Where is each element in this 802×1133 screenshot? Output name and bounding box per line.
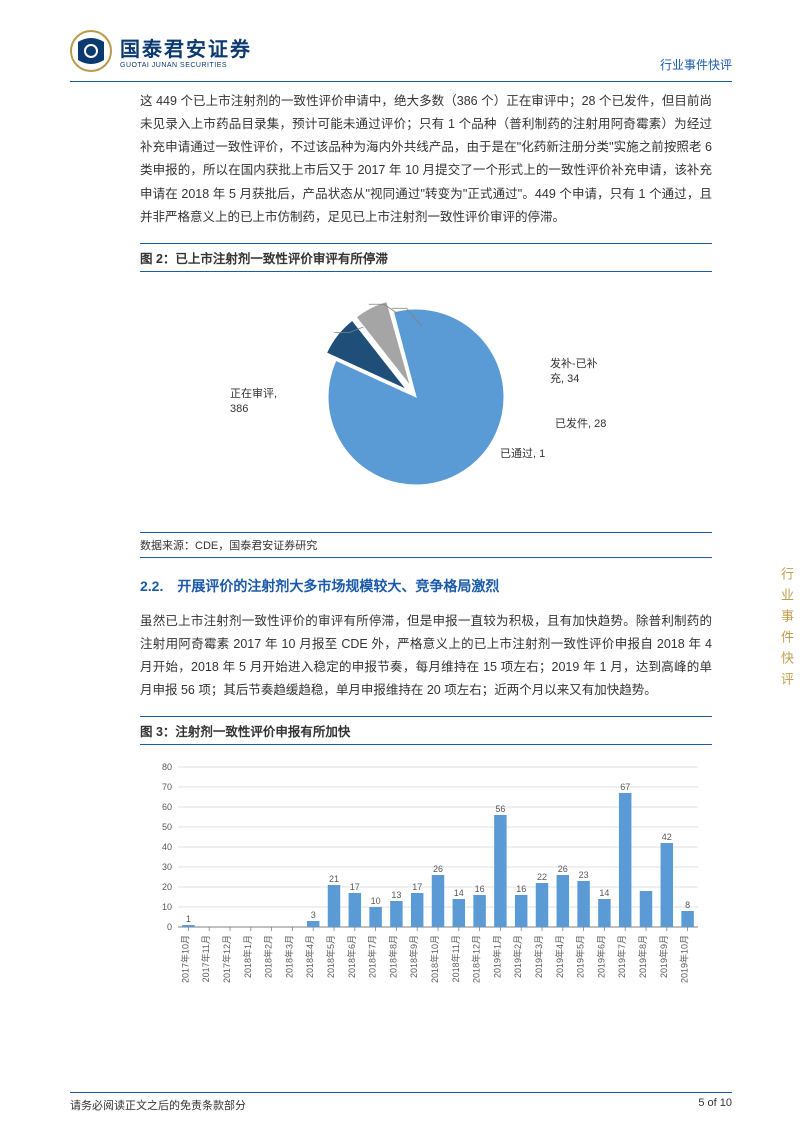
figure2-source: 数据来源：CDE，国泰君安证券研究 [140,532,712,558]
svg-text:2018年2月: 2018年2月 [263,935,274,978]
svg-text:2018年10月: 2018年10月 [429,935,440,983]
pie-slice-label: 正在审评, 386 [230,387,277,418]
footer-disclaimer: 请务必阅读正文之后的免责条款部分 [70,1097,246,1113]
svg-text:2019年2月: 2019年2月 [512,935,523,978]
svg-text:2019年8月: 2019年8月 [637,935,648,978]
svg-text:2017年10月: 2017年10月 [179,935,190,983]
svg-text:2019年10月: 2019年10月 [679,935,690,983]
svg-text:56: 56 [495,804,505,814]
svg-text:10: 10 [371,896,381,906]
svg-text:2019年9月: 2019年9月 [658,935,669,978]
svg-text:2018年3月: 2018年3月 [283,935,294,978]
logo-block: 国泰君安证券 GUOTAI JUNAN SECURITIES [70,30,252,72]
header-category: 行业事件快评 [660,56,732,73]
svg-text:14: 14 [599,888,609,898]
section-2-2-heading: 2.2. 开展评价的注射剂大多市场规模较大、竞争格局激烈 [140,576,712,596]
svg-text:2017年11月: 2017年11月 [200,935,211,982]
svg-text:2018年9月: 2018年9月 [408,935,419,978]
svg-text:2019年1月: 2019年1月 [491,935,502,978]
svg-text:14: 14 [454,888,464,898]
svg-text:2019年7月: 2019年7月 [616,935,627,978]
figure3-title: 图 3：注射剂一致性评价申报有所加快 [140,716,712,745]
footer-page-number: 5 of 10 [698,1097,732,1113]
svg-text:2019年4月: 2019年4月 [554,935,565,978]
svg-text:67: 67 [620,782,630,792]
svg-text:21: 21 [329,874,339,884]
svg-text:17: 17 [412,882,422,892]
pie-chart-area: 正在审评, 386 发补-已补 充, 34 已发件, 28 已通过, 1 [140,292,712,522]
svg-text:2019年6月: 2019年6月 [595,935,606,978]
svg-text:2018年1月: 2018年1月 [242,935,253,978]
svg-text:2018年5月: 2018年5月 [325,935,336,978]
svg-text:17: 17 [350,882,360,892]
bar-chart: 0 10 20 30 40 50 60 70 80 1 2017年10月 2017年11月 2017年1… [140,759,715,1014]
side-label: 行业事件快评 [777,567,796,693]
page-footer: 请务必阅读正文之后的免责条款部分 5 of 10 [70,1092,732,1113]
logo-mark [70,30,112,72]
svg-text:2018年4月: 2018年4月 [304,935,315,978]
svg-text:8: 8 [685,900,690,910]
svg-text:80: 80 [162,762,172,772]
bar-chart-area: 0 10 20 30 40 50 60 70 80 1 2017年10月 2017年11月 2017年1… [140,759,712,1014]
logo-en: GUOTAI JUNAN SECURITIES [120,62,252,69]
svg-text:2018年7月: 2018年7月 [367,935,378,978]
svg-text:50: 50 [162,822,172,832]
svg-text:22: 22 [537,872,547,882]
svg-text:60: 60 [162,802,172,812]
svg-text:16: 16 [516,884,526,894]
svg-text:30: 30 [162,862,172,872]
svg-text:40: 40 [162,842,172,852]
svg-text:13: 13 [391,890,401,900]
logo-text: 国泰君安证券 GUOTAI JUNAN SECURITIES [120,33,252,69]
paragraph-1: 这 449 个已上市注射剂的一致性评价申请中，绝大多数（386 个）正在审评中；… [140,90,712,229]
svg-text:3: 3 [311,910,316,920]
logo-cn: 国泰君安证券 [120,33,252,62]
figure2-title: 图 2：已上市注射剂一致性评价审评有所停滞 [140,243,712,272]
svg-text:2018年11月: 2018年11月 [450,935,461,982]
svg-text:16: 16 [475,884,485,894]
svg-text:2018年8月: 2018年8月 [387,935,398,978]
paragraph-2: 虽然已上市注射剂一致性评价的审评有所停滞，但是申报一直较为积极，且有加快趋势。除… [140,610,712,703]
svg-text:70: 70 [162,782,172,792]
svg-text:2019年3月: 2019年3月 [533,935,544,978]
svg-text:0: 0 [167,922,172,932]
svg-text:10: 10 [162,902,172,912]
svg-text:23: 23 [579,870,589,880]
pie-slice-label: 已发件, 28 [555,417,606,432]
pie-slice-label: 已通过, 1 [500,447,545,462]
svg-text:26: 26 [558,864,568,874]
svg-text:2018年6月: 2018年6月 [346,935,357,978]
svg-text:2018年12月: 2018年12月 [471,935,482,983]
svg-text:20: 20 [162,882,172,892]
svg-text:2019年5月: 2019年5月 [575,935,586,978]
svg-text:1: 1 [186,914,191,924]
page-header: 国泰君安证券 GUOTAI JUNAN SECURITIES 行业事件快评 [0,0,802,81]
svg-text:42: 42 [662,832,672,842]
svg-text:26: 26 [433,864,443,874]
svg-text:2017年12月: 2017年12月 [221,935,232,983]
pie-slice-label: 发补-已补 充, 34 [550,357,598,388]
content: 这 449 个已上市注射剂的一致性评价申请中，绝大多数（386 个）正在审评中；… [0,82,802,1014]
